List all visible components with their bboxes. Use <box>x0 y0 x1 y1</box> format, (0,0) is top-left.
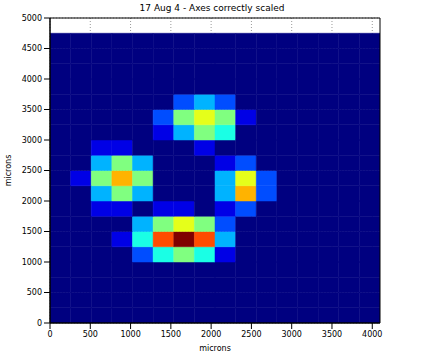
svg-text:1500: 1500 <box>161 330 181 339</box>
svg-text:3500: 3500 <box>22 105 42 114</box>
svg-text:2000: 2000 <box>22 197 42 206</box>
svg-text:500: 500 <box>83 330 98 339</box>
svg-text:5000: 5000 <box>22 14 42 23</box>
svg-text:3000: 3000 <box>282 330 302 339</box>
svg-text:4000: 4000 <box>22 75 42 84</box>
svg-text:1000: 1000 <box>22 258 42 267</box>
svg-text:4500: 4500 <box>22 44 42 53</box>
svg-text:4000: 4000 <box>362 330 382 339</box>
svg-text:0: 0 <box>47 330 52 339</box>
svg-text:microns: microns <box>199 344 231 353</box>
svg-text:2000: 2000 <box>201 330 221 339</box>
svg-text:3000: 3000 <box>22 136 42 145</box>
svg-text:0: 0 <box>37 319 42 328</box>
html-text:17 Aug 4 - Axes correctly scal: 17 Aug 4 - Axes correctly scaled <box>139 3 285 13</box>
svg-text:1500: 1500 <box>22 227 42 236</box>
svg-text:microns: microns <box>4 155 13 187</box>
svg-text:2500: 2500 <box>241 330 261 339</box>
svg-text:2500: 2500 <box>22 166 42 175</box>
svg-text:3500: 3500 <box>322 330 342 339</box>
svg-text:1000: 1000 <box>120 330 140 339</box>
svg-text:500: 500 <box>27 288 42 297</box>
